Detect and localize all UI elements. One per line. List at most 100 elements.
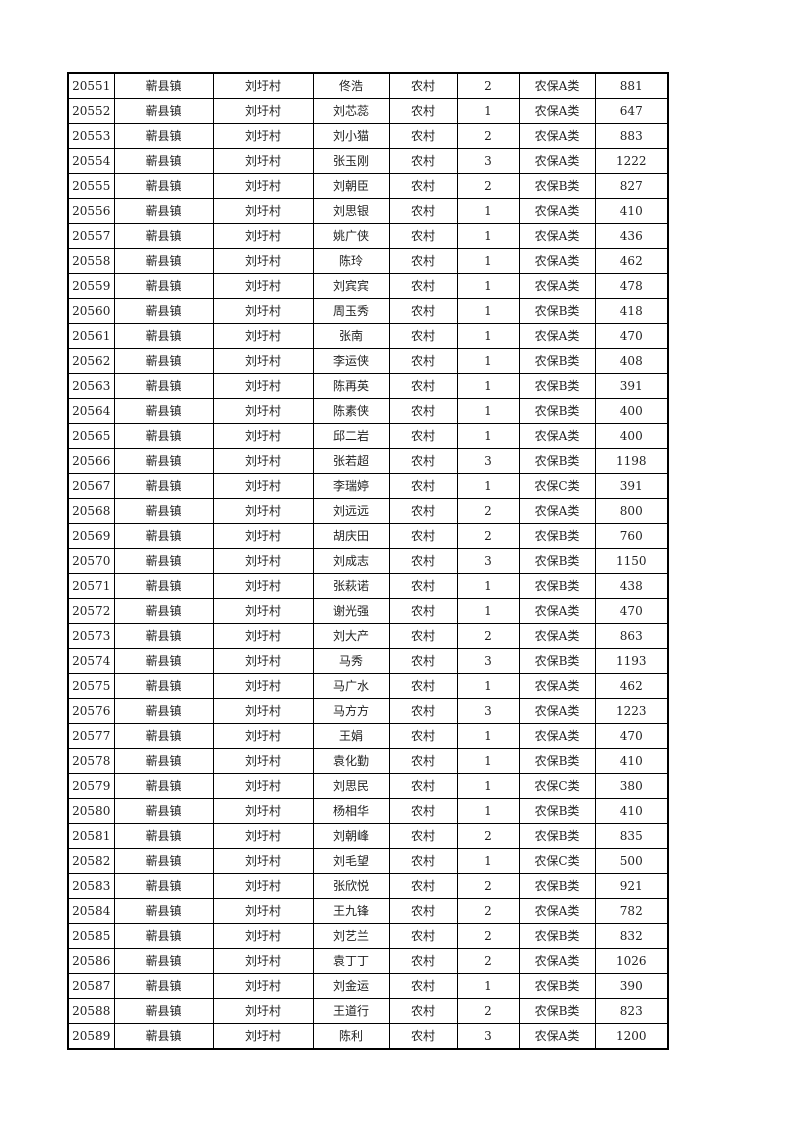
count-cell: 1 (456, 298, 520, 324)
count-cell: 1 (456, 748, 520, 774)
count-cell: 1 (456, 273, 520, 299)
area-type-cell: 农村 (388, 323, 458, 349)
town-cell: 蕲县镇 (113, 273, 214, 299)
village-cell: 刘圩村 (212, 523, 314, 549)
id-cell: 20581 (67, 823, 115, 849)
amount-cell: 881 (594, 72, 669, 99)
area-type-cell: 农村 (388, 348, 458, 374)
name-cell: 胡庆田 (312, 523, 390, 549)
village-cell: 刘圩村 (212, 123, 314, 149)
count-cell: 2 (456, 948, 520, 974)
id-cell: 20587 (67, 973, 115, 999)
area-type-cell: 农村 (388, 998, 458, 1024)
amount-cell: 832 (594, 923, 669, 949)
area-type-cell: 农村 (388, 723, 458, 749)
amount-cell: 782 (594, 898, 669, 924)
table-row: 20557 蕲县镇 刘圩村 姚广侠 农村 1 农保A类 436 (67, 223, 669, 249)
count-cell: 1 (456, 423, 520, 449)
amount-cell: 863 (594, 623, 669, 649)
amount-cell: 400 (594, 398, 669, 424)
town-cell: 蕲县镇 (113, 923, 214, 949)
amount-cell: 1222 (594, 148, 669, 174)
amount-cell: 470 (594, 598, 669, 624)
insurance-type-cell: 农保A类 (518, 948, 596, 974)
area-type-cell: 农村 (388, 448, 458, 474)
village-cell: 刘圩村 (212, 448, 314, 474)
table-row: 20576 蕲县镇 刘圩村 马方方 农村 3 农保A类 1223 (67, 698, 669, 724)
village-cell: 刘圩村 (212, 248, 314, 274)
area-type-cell: 农村 (388, 148, 458, 174)
village-cell: 刘圩村 (212, 748, 314, 774)
table-row: 20565 蕲县镇 刘圩村 邱二岩 农村 1 农保A类 400 (67, 423, 669, 449)
id-cell: 20570 (67, 548, 115, 574)
area-type-cell: 农村 (388, 72, 458, 99)
count-cell: 2 (456, 72, 520, 99)
amount-cell: 800 (594, 498, 669, 524)
count-cell: 1 (456, 598, 520, 624)
table-row: 20570 蕲县镇 刘圩村 刘成志 农村 3 农保B类 1150 (67, 548, 669, 574)
name-cell: 王九锋 (312, 898, 390, 924)
name-cell: 杨相华 (312, 798, 390, 824)
table-row: 20558 蕲县镇 刘圩村 陈玲 农村 1 农保A类 462 (67, 248, 669, 274)
id-cell: 20553 (67, 123, 115, 149)
count-cell: 3 (456, 648, 520, 674)
name-cell: 佟浩 (312, 72, 390, 99)
table-row: 20556 蕲县镇 刘圩村 刘思银 农村 1 农保A类 410 (67, 198, 669, 224)
amount-cell: 921 (594, 873, 669, 899)
id-cell: 20580 (67, 798, 115, 824)
id-cell: 20564 (67, 398, 115, 424)
village-cell: 刘圩村 (212, 998, 314, 1024)
amount-cell: 400 (594, 423, 669, 449)
town-cell: 蕲县镇 (113, 173, 214, 199)
village-cell: 刘圩村 (212, 848, 314, 874)
name-cell: 马广水 (312, 673, 390, 699)
count-cell: 3 (456, 548, 520, 574)
amount-cell: 835 (594, 823, 669, 849)
amount-cell: 391 (594, 373, 669, 399)
insurance-type-cell: 农保C类 (518, 848, 596, 874)
count-cell: 2 (456, 898, 520, 924)
insurance-type-cell: 农保B类 (518, 998, 596, 1024)
id-cell: 20584 (67, 898, 115, 924)
area-type-cell: 农村 (388, 673, 458, 699)
town-cell: 蕲县镇 (113, 648, 214, 674)
id-cell: 20588 (67, 998, 115, 1024)
name-cell: 张南 (312, 323, 390, 349)
area-type-cell: 农村 (388, 773, 458, 799)
name-cell: 刘芯蕊 (312, 98, 390, 124)
name-cell: 谢光强 (312, 598, 390, 624)
village-cell: 刘圩村 (212, 1023, 314, 1050)
id-cell: 20571 (67, 573, 115, 599)
name-cell: 张若超 (312, 448, 390, 474)
insurance-type-cell: 农保A类 (518, 898, 596, 924)
name-cell: 马方方 (312, 698, 390, 724)
id-cell: 20557 (67, 223, 115, 249)
id-cell: 20575 (67, 673, 115, 699)
table-row: 20575 蕲县镇 刘圩村 马广水 农村 1 农保A类 462 (67, 673, 669, 699)
amount-cell: 380 (594, 773, 669, 799)
insurance-type-cell: 农保A类 (518, 698, 596, 724)
amount-cell: 1150 (594, 548, 669, 574)
table-row: 20583 蕲县镇 刘圩村 张欣悦 农村 2 农保B类 921 (67, 873, 669, 899)
count-cell: 3 (456, 148, 520, 174)
insurance-type-cell: 农保A类 (518, 323, 596, 349)
amount-cell: 390 (594, 973, 669, 999)
amount-cell: 438 (594, 573, 669, 599)
count-cell: 1 (456, 573, 520, 599)
town-cell: 蕲县镇 (113, 873, 214, 899)
name-cell: 刘金运 (312, 973, 390, 999)
name-cell: 陈玲 (312, 248, 390, 274)
village-cell: 刘圩村 (212, 398, 314, 424)
village-cell: 刘圩村 (212, 298, 314, 324)
town-cell: 蕲县镇 (113, 248, 214, 274)
count-cell: 1 (456, 198, 520, 224)
area-type-cell: 农村 (388, 923, 458, 949)
amount-cell: 462 (594, 673, 669, 699)
amount-cell: 470 (594, 323, 669, 349)
town-cell: 蕲县镇 (113, 698, 214, 724)
area-type-cell: 农村 (388, 98, 458, 124)
id-cell: 20589 (67, 1023, 115, 1050)
town-cell: 蕲县镇 (113, 898, 214, 924)
count-cell: 1 (456, 773, 520, 799)
area-type-cell: 农村 (388, 848, 458, 874)
